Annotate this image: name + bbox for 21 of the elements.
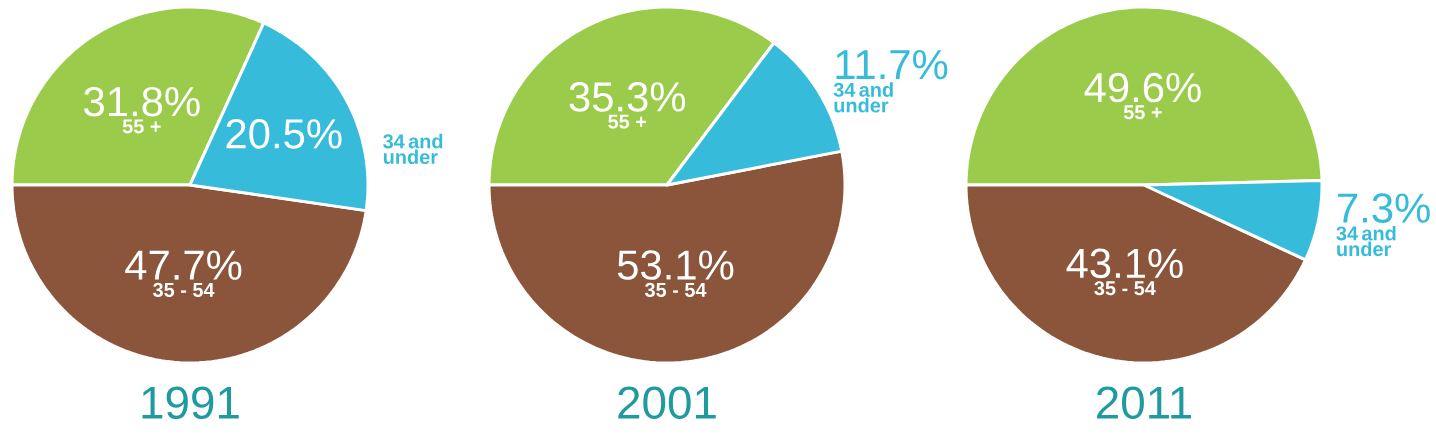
slice-label: 34 and under bbox=[383, 133, 443, 165]
slice-label: 35 - 54 bbox=[153, 282, 215, 297]
slice-label: 55 + bbox=[608, 114, 647, 129]
data-label: 7.3% bbox=[1338, 193, 1430, 223]
data-label: 47.7% bbox=[125, 250, 242, 280]
text: 1991 bbox=[142, 386, 239, 419]
data-label: 20.5% bbox=[226, 119, 342, 149]
data-label: 43.1% bbox=[1066, 248, 1183, 279]
data-label: 31.8% bbox=[84, 86, 200, 117]
slice-label: 34 and under bbox=[1336, 225, 1396, 257]
data-label: 49.6% bbox=[1084, 72, 1201, 103]
data-label: 53.1% bbox=[617, 250, 734, 280]
slice-label: 35 - 54 bbox=[644, 282, 707, 297]
text: 2011 bbox=[1097, 386, 1192, 419]
data-label: 11.7% bbox=[836, 49, 948, 80]
text: 2001 bbox=[618, 386, 716, 419]
slice-label: 55 + bbox=[1123, 105, 1162, 120]
data-label: 35.3% bbox=[569, 82, 686, 112]
slice-label: 34 and under bbox=[833, 82, 893, 113]
slice-label: 55 + bbox=[122, 119, 161, 134]
slice-label: 35 - 54 bbox=[1094, 281, 1156, 296]
